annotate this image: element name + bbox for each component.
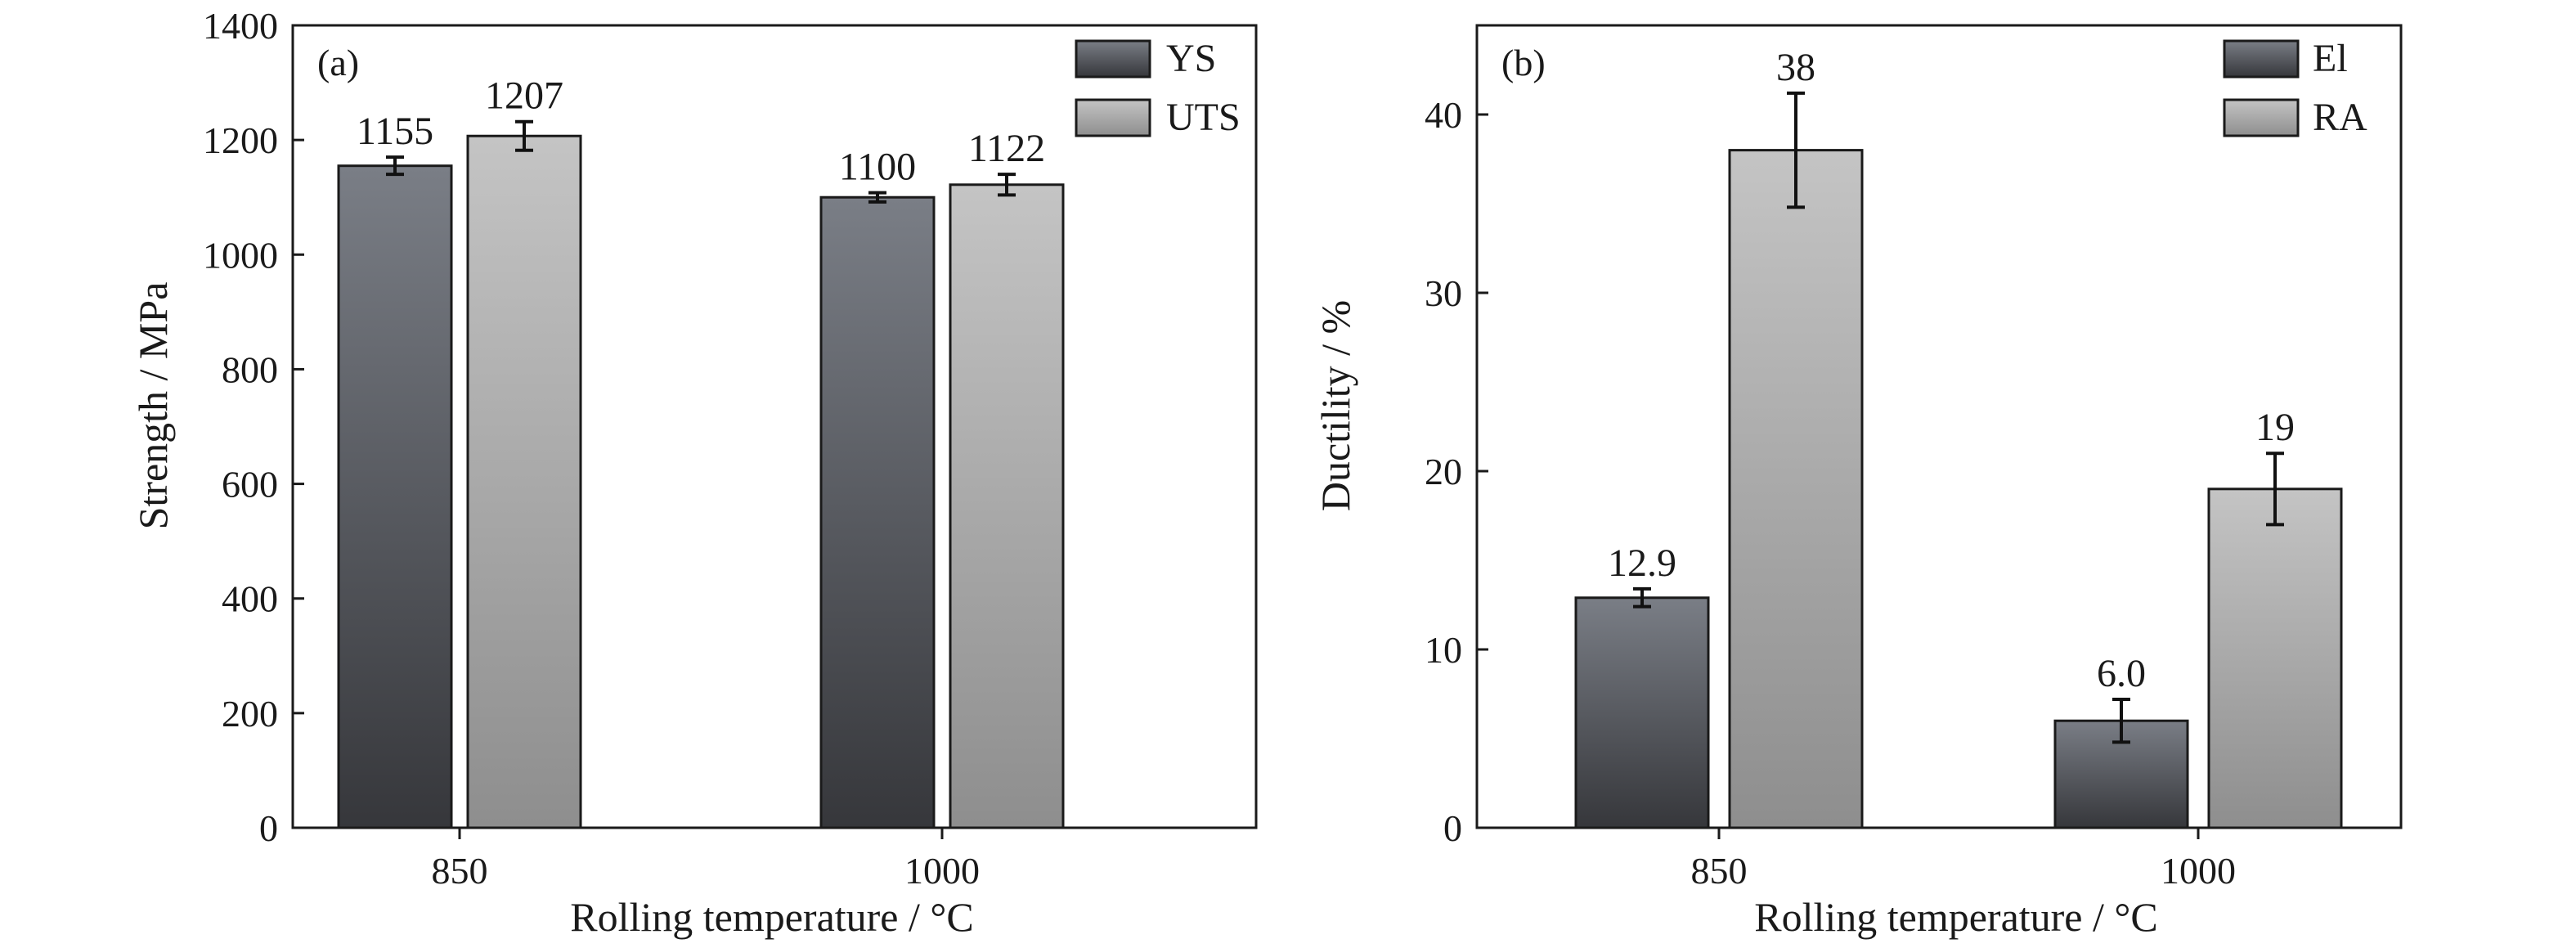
- panel-b-value-label-ra: 38: [1776, 46, 1815, 89]
- panel-a-value-label-ys: 1100: [839, 146, 916, 189]
- panel-a-y-tick-label: 0: [259, 807, 278, 849]
- panel-a-y-tick-label: 1000: [203, 234, 278, 276]
- panel-a-y-tick-label: 200: [222, 693, 278, 735]
- panel-a: (a) Rolling temperature / °C Strength / …: [130, 5, 1258, 940]
- panel-b-bar-el: [1574, 596, 1710, 829]
- panel-a-bar-ys: [337, 164, 453, 829]
- panel-a-y-tick-label: 1200: [203, 119, 278, 161]
- panel-a-bar-ys: [819, 195, 936, 829]
- panel-b-ylabel: Ductility / %: [1313, 300, 1358, 511]
- panel-a-plot: 0 200 400 600 800 1000 1200 1400 850 1000 1155 1100…: [203, 5, 1258, 892]
- legend-swatch-ra: [2223, 98, 2300, 137]
- panel-a-y-tick-label: 400: [222, 578, 278, 620]
- panel-b: (b) Rolling temperature / °C Ductility /…: [1313, 24, 2403, 940]
- panel-b-x-tick-label: 850: [1691, 850, 1748, 892]
- panel-b-y-tick-label: 40: [1425, 94, 1462, 136]
- legend-swatch-uts: [1075, 98, 1151, 137]
- panel-b-bar-ra: [1728, 149, 1864, 829]
- panel-b-tag: (b): [1501, 42, 1546, 83]
- panel-a-plot-frame: [291, 24, 1258, 829]
- panel-a-x-tick-label: 850: [432, 850, 488, 892]
- panel-a-bar-uts: [949, 183, 1065, 829]
- panel-b-x-tick-label: 1000: [2161, 850, 2236, 892]
- panel-a-y-tick-label: 800: [222, 348, 278, 390]
- legend-label-ra: RA: [2313, 96, 2367, 139]
- panel-b-y-tick-label: 10: [1425, 629, 1462, 671]
- panel-b-y-tick-label: 20: [1425, 451, 1462, 492]
- panel-b-bar-ra: [2207, 487, 2343, 829]
- panel-a-tag: (a): [317, 42, 359, 83]
- panel-a-legend: YS UTS: [1075, 37, 1241, 139]
- panel-b-value-label-el: 12.9: [1608, 541, 1676, 585]
- panel-b-value-label-ra: 19: [2255, 406, 2295, 449]
- panel-b-y-tick-label: 0: [1443, 807, 1462, 849]
- panel-a-x-tick-label: 1000: [904, 850, 980, 892]
- panel-a-bar-uts: [466, 134, 582, 829]
- panel-b-plot: 0 10 20 30 40 850 1000 12.9 6.0 38 19: [1425, 24, 2403, 892]
- panel-a-value-label-uts: 1207: [485, 74, 563, 118]
- panel-a-value-label-uts: 1122: [968, 127, 1045, 170]
- panel-b-value-label-el: 6.0: [2097, 652, 2146, 695]
- legend-label-ys: YS: [1166, 37, 1216, 80]
- legend-swatch-ys: [1075, 39, 1151, 79]
- panel-b-xlabel: Rolling temperature / °C: [1754, 894, 2158, 940]
- panel-b-y-tick-label: 30: [1425, 272, 1462, 314]
- panel-a-xlabel: Rolling temperature / °C: [570, 894, 974, 940]
- legend-label-uts: UTS: [1166, 96, 1241, 139]
- panel-a-y-tick-label: 600: [222, 464, 278, 505]
- legend-label-el: El: [2313, 37, 2348, 80]
- legend-swatch-el: [2223, 39, 2300, 79]
- panel-b-plot-frame: [1475, 24, 2403, 829]
- panel-a-y-tick-label: 1400: [203, 5, 278, 47]
- panel-a-value-label-ys: 1155: [357, 110, 433, 153]
- panel-a-ylabel: Strength / MPa: [130, 282, 176, 530]
- panel-b-bar-el: [2053, 719, 2189, 829]
- panel-b-legend: El RA: [2223, 37, 2367, 139]
